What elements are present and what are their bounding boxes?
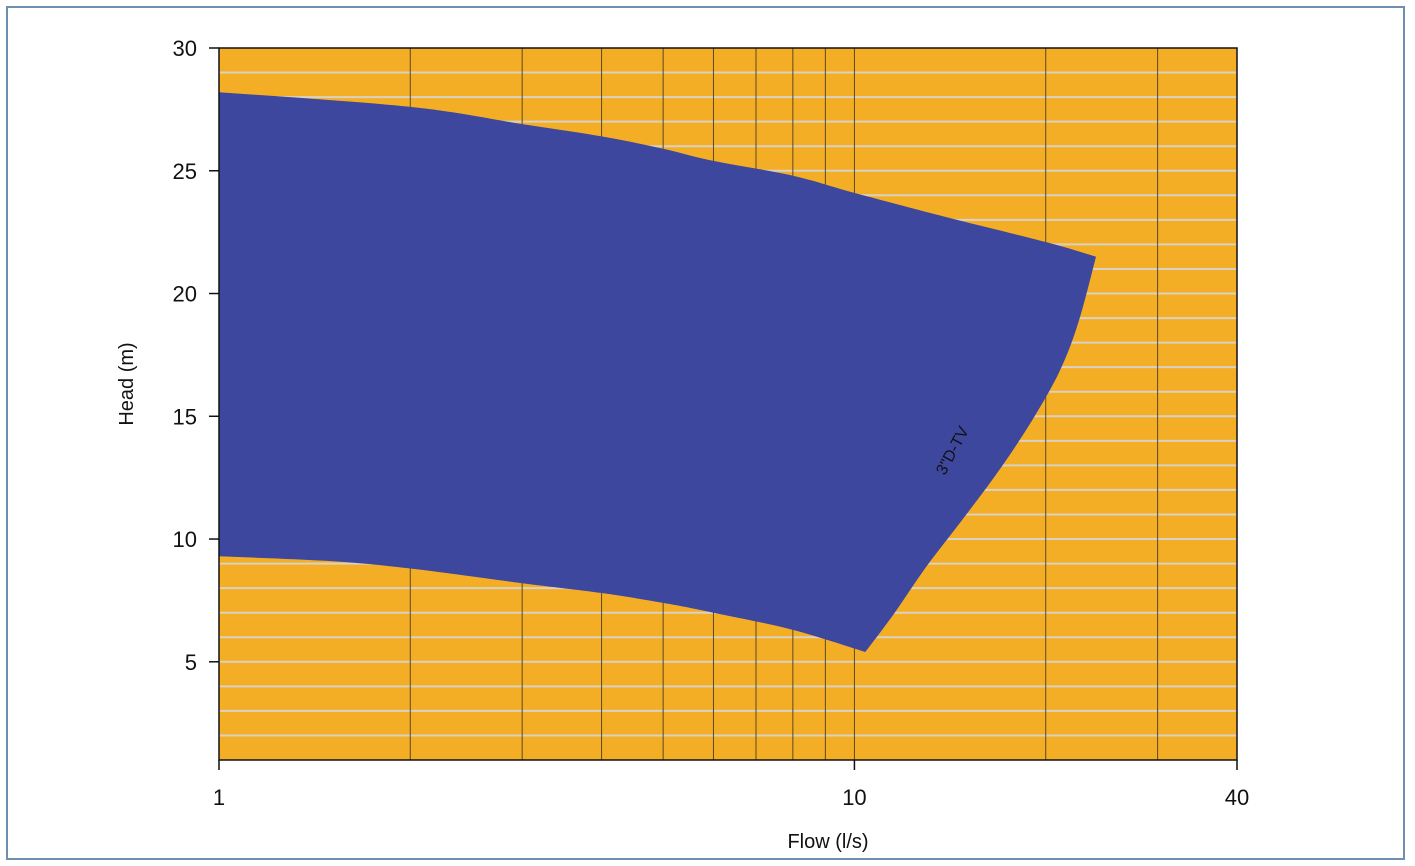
x-axis-title: Flow (l/s)	[787, 831, 868, 853]
y-tick-label: 30	[173, 36, 197, 61]
x-tick-label: 10	[842, 785, 866, 810]
x-tick-label: 40	[1225, 785, 1249, 810]
y-axis-title: Head (m)	[116, 342, 138, 425]
y-tick-label: 5	[185, 650, 197, 675]
envelope-3dtv	[219, 92, 1096, 652]
y-tick-label: 10	[173, 527, 197, 552]
y-tick-label: 25	[173, 159, 197, 184]
y-axis-ticks: 5 10 15 20 25 30	[173, 36, 219, 675]
y-tick-label: 15	[173, 404, 197, 429]
plot-area-border	[218, 47, 1238, 761]
x-axis-ticks: 1 10 40	[213, 760, 1249, 810]
y-tick-label: 20	[173, 282, 197, 307]
x-tick-label: 1	[213, 785, 225, 810]
